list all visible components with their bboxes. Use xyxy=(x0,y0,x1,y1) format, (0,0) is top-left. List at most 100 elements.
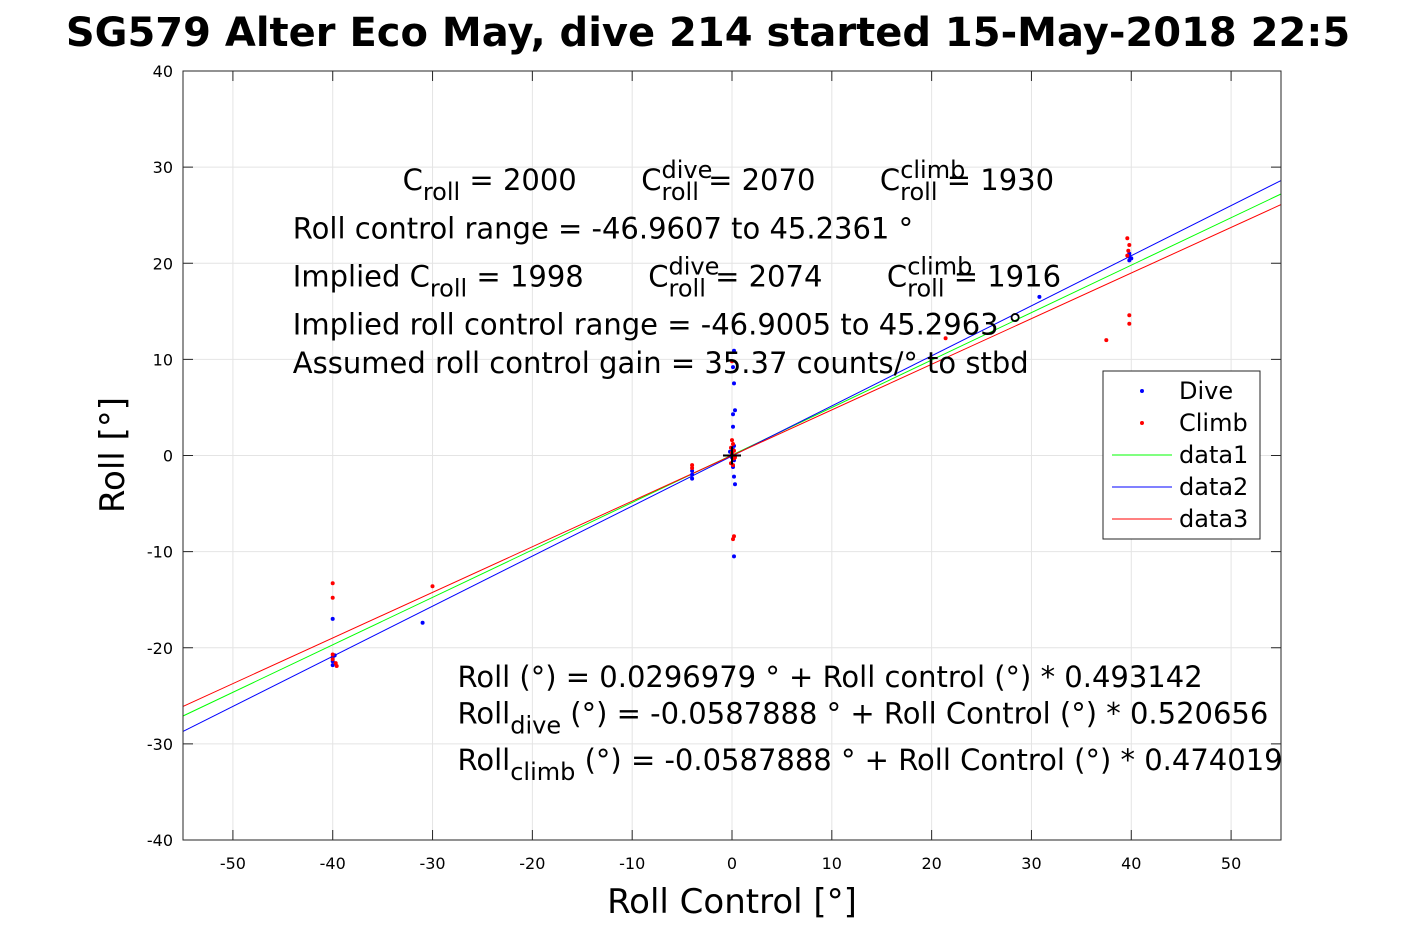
y-tick-label: 0 xyxy=(163,447,173,466)
legend-item-data2: data2 xyxy=(1112,473,1248,501)
legend-label: data2 xyxy=(1179,473,1248,501)
annotation-run: C xyxy=(403,163,423,197)
annotation-run: roll xyxy=(423,178,460,206)
climb-point xyxy=(330,595,335,600)
annotation-run: Implied C xyxy=(293,259,430,293)
annotation-run: = 1930 xyxy=(938,163,1055,197)
annotation-run: (°) = -0.0587888 ° + Roll Control (°) * … xyxy=(575,743,1282,777)
annotation-run: Roll xyxy=(458,743,511,777)
climb-point xyxy=(1127,243,1132,247)
y-tick-label: 40 xyxy=(153,62,173,81)
x-tick-label: -10 xyxy=(619,854,645,873)
y-tick-label: 20 xyxy=(153,254,173,273)
dive-point xyxy=(733,408,737,413)
annotation-run: = 2000 C xyxy=(460,163,661,197)
annotation-run: climb xyxy=(510,758,575,786)
climb-point xyxy=(330,652,335,657)
annotation-run: = 2070 C xyxy=(699,163,900,197)
climb-point xyxy=(330,581,335,586)
legend: Dive Climb data1 data2 data3 xyxy=(1102,370,1261,540)
dive-point xyxy=(1037,294,1042,299)
legend-label: Climb xyxy=(1179,409,1248,437)
annotation-run: roll xyxy=(900,178,937,206)
climb-point xyxy=(334,664,339,668)
dive-point xyxy=(732,348,736,353)
legend-item-data3: data3 xyxy=(1112,505,1248,533)
axes-box xyxy=(182,70,1282,841)
annotation-run: = 1998 C xyxy=(467,259,668,293)
annotation-3: Implied Croll = 1998 Cdive roll = 2074 Cc… xyxy=(293,252,1061,302)
x-tick-label: 0 xyxy=(727,854,737,873)
dive-point xyxy=(1129,256,1134,261)
climb-point xyxy=(690,466,695,470)
climb-point xyxy=(690,463,695,468)
dive-point xyxy=(732,381,736,386)
climb-point xyxy=(730,438,734,443)
annotation-6: Roll (°) = 0.0296979 ° + Roll control (°… xyxy=(458,660,1203,694)
x-tick-label: 40 xyxy=(1121,854,1141,873)
annotation-5: Assumed roll control gain = 35.37 counts… xyxy=(293,346,1029,380)
dive-point xyxy=(690,476,695,481)
dive-point xyxy=(420,620,425,625)
legend-items: Dive Climb data1 data2 data3 xyxy=(1112,377,1248,533)
x-tick-label: -30 xyxy=(419,854,445,873)
x-tick-labels: -50 -40 -30 -20 -10 0 10 20 30 40 50 xyxy=(220,854,1241,873)
annotation-8: Rollclimb (°) = -0.0587888 ° + Roll Cont… xyxy=(458,743,1283,786)
annotation-run: dive xyxy=(669,252,720,280)
annotation-run: (°) = -0.0587888 ° + Roll Control (°) * … xyxy=(561,697,1268,731)
legend-label: data3 xyxy=(1179,505,1248,533)
annotation-run: Roll xyxy=(458,697,511,731)
x-tick-label: -20 xyxy=(519,854,545,873)
y-tick-label: 10 xyxy=(153,350,173,369)
annotation-run: dive xyxy=(662,156,713,184)
dive-point xyxy=(731,424,735,429)
y-tick-labels: 40 30 20 10 0 -10 -20 -30 -40 xyxy=(147,62,173,850)
climb-point xyxy=(1126,248,1131,253)
y-tick-label: -10 xyxy=(147,543,173,562)
series-climb-points xyxy=(330,236,1132,668)
annotation-run: roll xyxy=(907,274,944,302)
annotation-run: Assumed roll control gain = 35.37 counts… xyxy=(293,346,1029,380)
annotation-4: Implied roll control range = -46.9005 to… xyxy=(293,307,1023,341)
legend-marker xyxy=(1140,389,1144,393)
legend-marker xyxy=(1140,421,1144,425)
annotation-run: dive xyxy=(510,712,561,740)
x-tick-label: 10 xyxy=(822,854,842,873)
annotation-run: roll xyxy=(430,274,467,302)
annotations: Croll = 2000 Cdive roll = 2070 Cclimb roll… xyxy=(293,156,1283,786)
figure-title: SG579 Alter Eco May, dive 214 started 15… xyxy=(66,10,1350,56)
x-tick-label: 50 xyxy=(1221,854,1241,873)
y-tick-label: 30 xyxy=(153,158,173,177)
annotation-run: = 2074 C xyxy=(706,259,907,293)
annotation-run: Roll (°) = 0.0296979 ° + Roll control (°… xyxy=(458,660,1203,694)
climb-point xyxy=(1125,253,1130,258)
climb-point xyxy=(1125,236,1130,241)
annotation-2: Roll control range = -46.9607 to 45.2361… xyxy=(293,211,913,245)
dive-point xyxy=(732,554,736,559)
x-tick-label: -40 xyxy=(320,854,346,873)
annotation-run: Implied roll control range = -46.9005 to… xyxy=(293,307,1023,341)
climb-point xyxy=(1104,338,1109,343)
climb-point xyxy=(330,657,335,662)
dive-point xyxy=(690,468,695,473)
legend-item-climb: Climb xyxy=(1140,409,1248,437)
annotation-run: climb xyxy=(900,156,965,184)
x-tick-label: -50 xyxy=(220,854,246,873)
climb-point xyxy=(1127,321,1132,326)
climb-point xyxy=(730,359,734,364)
legend-item-data1: data1 xyxy=(1112,441,1248,469)
legend-item-dive: Dive xyxy=(1140,377,1233,405)
annotation-1: Croll = 2000 Cdive roll = 2070 Cclimb roll… xyxy=(403,156,1054,206)
climb-point xyxy=(731,442,735,446)
dive-point xyxy=(731,412,735,417)
annotation-run: Roll control range = -46.9607 to 45.2361… xyxy=(293,211,913,245)
axis-ticks xyxy=(183,70,1281,841)
annotation-run: climb xyxy=(907,252,972,280)
y-tick-label: -20 xyxy=(147,639,173,658)
y-tick-label: -30 xyxy=(147,735,173,754)
dive-point xyxy=(330,663,335,668)
x-axis-label: Roll Control [°] xyxy=(607,882,857,922)
dive-point xyxy=(690,472,695,477)
climb-point xyxy=(943,336,948,341)
